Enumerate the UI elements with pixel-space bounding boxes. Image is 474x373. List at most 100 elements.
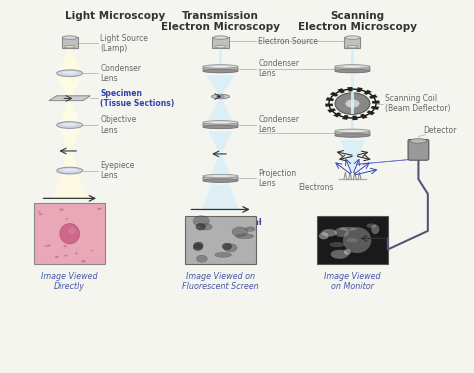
Ellipse shape [335, 65, 370, 72]
Text: Image Viewed
on Monitor: Image Viewed on Monitor [324, 272, 381, 291]
Ellipse shape [203, 179, 238, 182]
Ellipse shape [37, 211, 40, 213]
Text: 3-Dimensional
Specimen: 3-Dimensional Specimen [198, 218, 262, 237]
Ellipse shape [212, 175, 229, 177]
Text: Light Microscopy: Light Microscopy [65, 11, 165, 21]
Polygon shape [337, 88, 345, 93]
Polygon shape [372, 100, 380, 104]
Ellipse shape [215, 253, 231, 257]
Polygon shape [333, 112, 341, 117]
Ellipse shape [335, 93, 370, 114]
Polygon shape [208, 99, 233, 120]
Ellipse shape [344, 130, 361, 132]
Ellipse shape [203, 120, 238, 124]
Ellipse shape [57, 70, 82, 76]
Polygon shape [61, 150, 79, 170]
Polygon shape [330, 92, 338, 97]
Ellipse shape [203, 121, 238, 128]
Ellipse shape [59, 209, 64, 211]
FancyBboxPatch shape [408, 140, 429, 160]
Ellipse shape [203, 65, 238, 68]
Ellipse shape [211, 94, 229, 99]
Ellipse shape [47, 245, 51, 247]
Ellipse shape [57, 122, 82, 128]
Ellipse shape [91, 250, 93, 251]
Ellipse shape [344, 66, 361, 67]
Ellipse shape [62, 36, 77, 40]
Ellipse shape [371, 225, 379, 234]
Ellipse shape [70, 229, 72, 230]
Ellipse shape [64, 45, 75, 48]
Ellipse shape [347, 45, 358, 48]
Ellipse shape [335, 134, 370, 137]
Ellipse shape [222, 243, 232, 250]
Polygon shape [52, 175, 87, 200]
Ellipse shape [319, 232, 328, 239]
Polygon shape [347, 87, 353, 92]
Ellipse shape [62, 169, 77, 171]
Ellipse shape [203, 175, 238, 182]
Ellipse shape [345, 36, 360, 40]
Polygon shape [211, 153, 230, 173]
Text: Scanning
Electron Microscopy: Scanning Electron Microscopy [298, 11, 417, 32]
Polygon shape [364, 90, 372, 95]
Ellipse shape [81, 260, 86, 263]
Polygon shape [342, 115, 348, 120]
Ellipse shape [212, 122, 229, 123]
Ellipse shape [203, 65, 238, 72]
FancyBboxPatch shape [345, 37, 360, 48]
Polygon shape [340, 140, 365, 172]
Text: Image Viewed
Directly: Image Viewed Directly [41, 272, 98, 291]
Ellipse shape [193, 244, 202, 251]
Text: Objective
Lens: Objective Lens [100, 115, 137, 135]
Text: Condenser
Lens: Condenser Lens [100, 63, 141, 83]
Ellipse shape [62, 123, 77, 126]
Ellipse shape [55, 256, 59, 258]
Ellipse shape [97, 208, 101, 210]
Ellipse shape [232, 227, 247, 236]
Ellipse shape [335, 129, 370, 133]
Ellipse shape [217, 95, 224, 98]
Ellipse shape [335, 129, 370, 137]
FancyBboxPatch shape [62, 37, 78, 48]
Polygon shape [351, 92, 354, 114]
Polygon shape [219, 50, 222, 63]
Ellipse shape [335, 228, 349, 237]
Ellipse shape [330, 250, 348, 259]
Ellipse shape [193, 216, 210, 226]
Text: Condenser
Lens: Condenser Lens [258, 115, 299, 134]
Polygon shape [59, 129, 80, 150]
Polygon shape [201, 185, 239, 211]
Polygon shape [208, 131, 233, 153]
Text: Condenser
Lens: Condenser Lens [258, 59, 299, 78]
Polygon shape [351, 75, 354, 92]
Polygon shape [326, 97, 334, 101]
Ellipse shape [203, 125, 238, 129]
Ellipse shape [64, 245, 67, 247]
Ellipse shape [76, 252, 78, 254]
Ellipse shape [203, 174, 238, 178]
Text: Specimen
(Tissue Sections): Specimen (Tissue Sections) [100, 89, 174, 108]
Ellipse shape [224, 244, 237, 252]
Ellipse shape [196, 223, 205, 230]
Ellipse shape [329, 242, 345, 247]
Ellipse shape [203, 69, 238, 73]
Ellipse shape [194, 242, 203, 249]
Polygon shape [356, 87, 363, 92]
Polygon shape [57, 77, 82, 99]
Text: Detector: Detector [423, 126, 456, 135]
Polygon shape [57, 50, 82, 72]
Ellipse shape [196, 255, 207, 262]
Polygon shape [327, 108, 336, 113]
Ellipse shape [57, 167, 82, 174]
Ellipse shape [335, 69, 370, 73]
Polygon shape [351, 115, 354, 128]
Ellipse shape [335, 65, 370, 68]
Ellipse shape [346, 238, 358, 242]
Ellipse shape [339, 227, 356, 231]
Text: Image Viewed on
Fluorescent Screen: Image Viewed on Fluorescent Screen [182, 272, 259, 291]
Ellipse shape [201, 224, 212, 230]
Text: Scanning Coil
(Beam Deflector): Scanning Coil (Beam Deflector) [385, 94, 451, 113]
Text: Transmission
Electron Microscopy: Transmission Electron Microscopy [161, 11, 280, 32]
Ellipse shape [246, 227, 255, 231]
